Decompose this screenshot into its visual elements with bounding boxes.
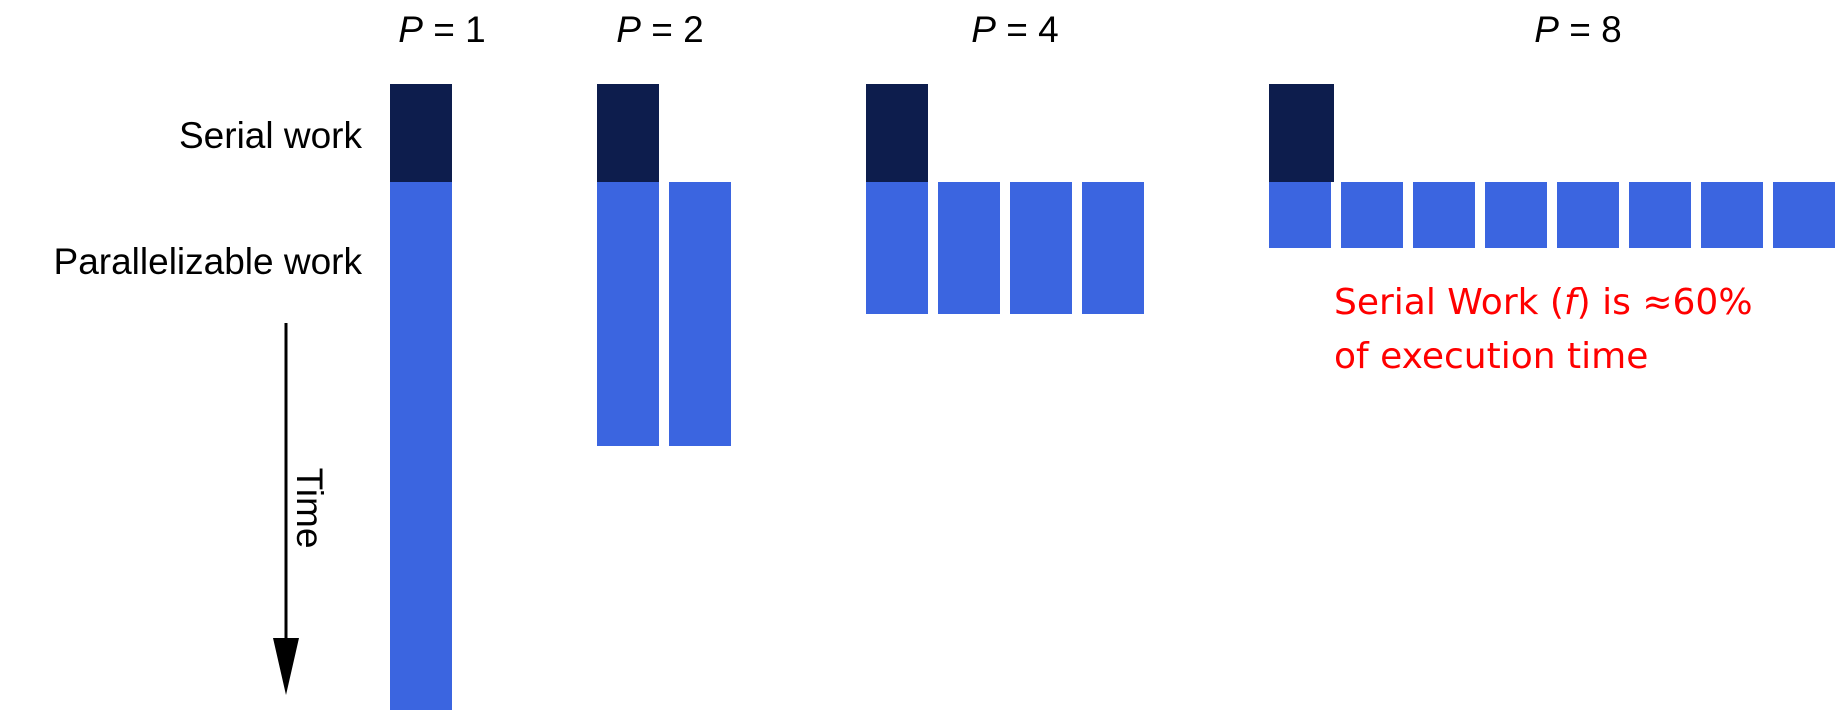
note-line-1: Serial Work (f) is ≈60%	[1334, 282, 1753, 323]
parallel-block	[669, 182, 731, 446]
serial-fraction-note: Serial Work (f) is ≈60% of execution tim…	[1334, 282, 1753, 377]
panel-p8	[1269, 84, 1835, 248]
panel-p2	[597, 84, 731, 446]
parallel-block	[866, 182, 928, 314]
serial-block	[866, 84, 928, 182]
panel-title-p8: P = 8	[1534, 9, 1621, 50]
serial-block	[1269, 84, 1334, 182]
parallel-block	[1082, 182, 1144, 314]
parallel-block	[1413, 182, 1475, 248]
parallel-block	[1557, 182, 1619, 248]
panel-title-p1: P = 1	[398, 9, 485, 50]
parallelizable-work-label: Parallelizable work	[54, 241, 363, 282]
time-label: Time	[289, 468, 330, 549]
parallel-block	[1010, 182, 1072, 314]
panel-title-p2: P = 2	[616, 9, 703, 50]
panel-p4	[866, 84, 1144, 314]
parallel-block	[390, 182, 452, 710]
serial-work-label: Serial work	[179, 115, 362, 156]
serial-block	[390, 84, 452, 182]
parallel-block	[1341, 182, 1403, 248]
parallel-block	[1629, 182, 1691, 248]
parallel-block	[1701, 182, 1763, 248]
parallel-block	[1773, 182, 1835, 248]
parallel-block	[1269, 182, 1331, 248]
serial-block	[597, 84, 659, 182]
panel-p1	[390, 84, 452, 710]
parallel-block	[1485, 182, 1547, 248]
parallel-block	[938, 182, 1000, 314]
parallel-block	[597, 182, 659, 446]
note-line-2: of execution time	[1334, 336, 1648, 377]
time-arrow	[273, 323, 299, 695]
panel-title-p4: P = 4	[971, 9, 1058, 50]
